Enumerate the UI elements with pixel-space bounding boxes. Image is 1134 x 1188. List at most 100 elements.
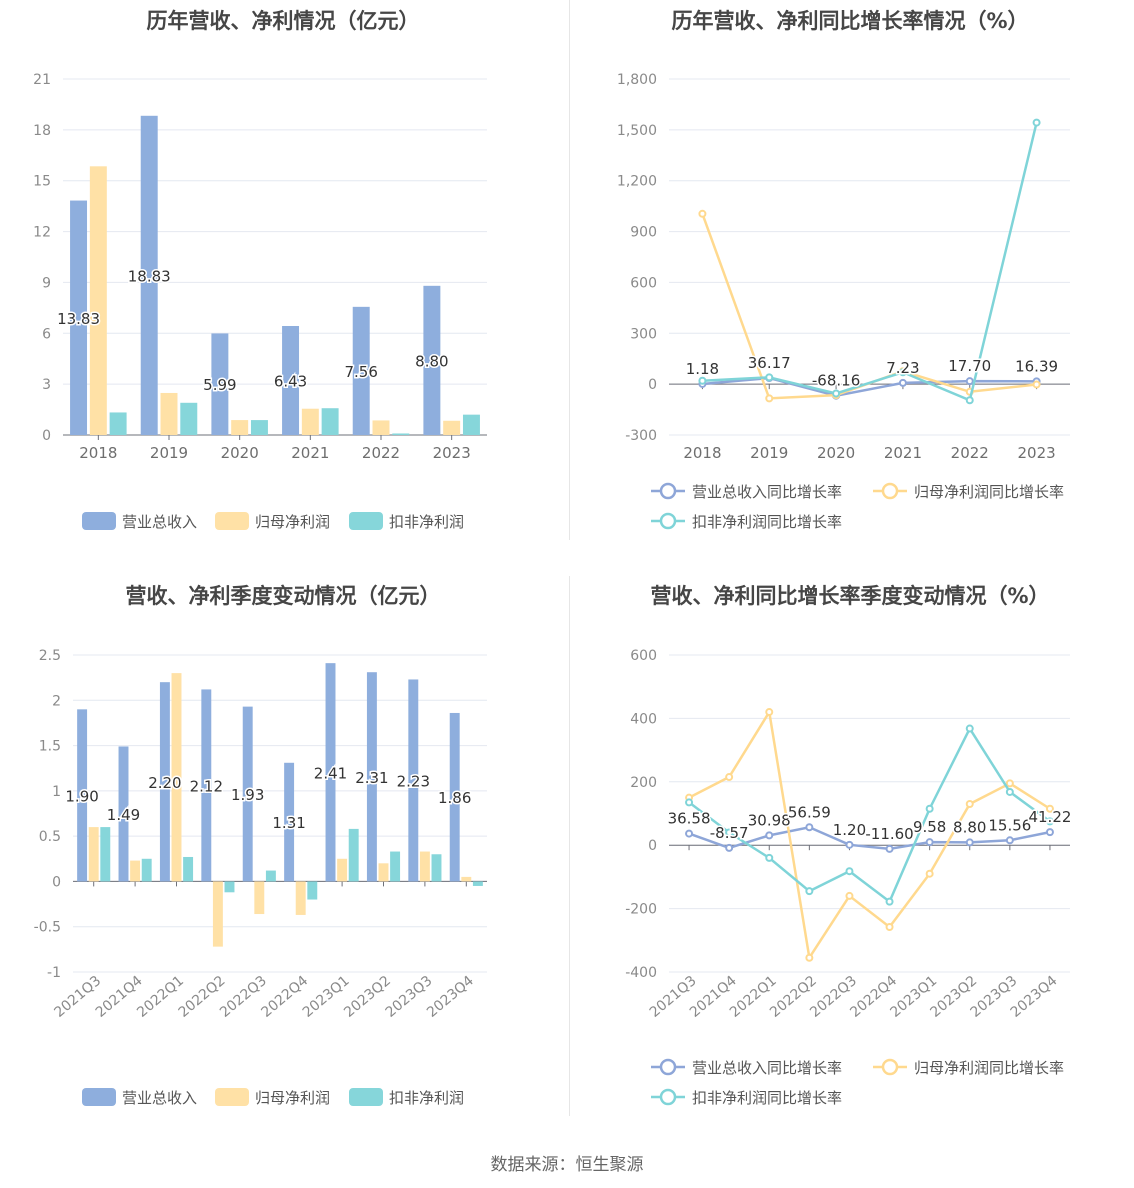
quarterly-revenue-profit-chart: 营收、净利季度变动情况（亿元）-1-0.500.511.522.52021Q32…: [34, 584, 487, 1107]
series-line-0: [702, 376, 1037, 397]
series-line-1: [688, 708, 1051, 962]
bar-0-4: [242, 706, 253, 882]
point-2-3: [805, 887, 814, 896]
bar-1-0: [88, 827, 99, 882]
x-tick-label: 2018: [683, 444, 721, 462]
point-0-0: [685, 829, 694, 838]
bar-2-2: [250, 420, 268, 435]
bar-0-8: [408, 679, 419, 882]
bar-1-6: [337, 858, 348, 882]
bar-0-3: [282, 325, 300, 435]
data-label: 2.12: [190, 777, 223, 795]
point-1-9: [1045, 804, 1054, 813]
bar-0-1: [140, 115, 158, 435]
chart-title: 营收、净利季度变动情况（亿元）: [126, 584, 441, 608]
y-tick-label: 600: [630, 275, 657, 291]
data-label: 9.58: [913, 818, 946, 836]
y-tick-label: -400: [625, 965, 657, 981]
point-0-8: [1005, 836, 1014, 845]
point-0-9: [1045, 828, 1054, 837]
legend-marker-2: [659, 512, 677, 530]
point-1-3: [805, 953, 814, 962]
chart-title: 营收、净利同比增长率季度变动情况（%）: [650, 584, 1049, 608]
y-tick-label: 900: [630, 225, 657, 241]
bar-2-1: [141, 858, 152, 882]
bar-2-6: [348, 828, 359, 882]
bar-1-0: [89, 166, 107, 436]
y-tick-label: 21: [33, 72, 51, 88]
legend-marker-0: [659, 1058, 677, 1076]
legend-marker-2: [659, 1088, 677, 1106]
bar-1-8: [419, 851, 430, 882]
point-1-5: [1032, 380, 1041, 389]
x-tick-label: 2020: [817, 444, 855, 462]
point-2-3: [898, 368, 907, 377]
bar-0-0: [77, 709, 88, 882]
annual-revenue-profit-panel: 历年营收、净利情况（亿元） 0 3 6 9 12 15 18 21 2018 2019 2020 202…: [0, 0, 567, 576]
point-1-0: [698, 209, 707, 218]
point-2-7: [965, 724, 974, 733]
bar-0-2: [159, 682, 170, 882]
bar-1-5: [295, 881, 306, 915]
chart-title: 历年营收、净利同比增长率情况（%）: [671, 9, 1028, 33]
data-label: 2.41: [314, 764, 347, 782]
data-label: 6.43: [274, 372, 307, 390]
bar-0-5: [284, 762, 295, 882]
bar-1-2: [231, 420, 249, 435]
bar-1-2: [171, 673, 182, 882]
point-0-4: [965, 377, 974, 386]
data-label: 41.22: [1028, 808, 1071, 826]
legend-label-0: 营业总收入: [122, 513, 197, 531]
data-label: 13.83: [57, 310, 100, 328]
point-2-0: [698, 376, 707, 385]
y-tick-label: 200: [630, 775, 657, 791]
bar-2-3: [224, 881, 235, 893]
bar-1-5: [443, 420, 461, 435]
point-1-6: [925, 869, 934, 878]
data-label: 1.18: [686, 360, 719, 378]
data-label: 1.90: [65, 787, 98, 805]
bar-1-9: [461, 876, 472, 882]
point-2-1: [765, 373, 774, 382]
bar-0-7: [366, 672, 377, 882]
x-tick-label: 2023: [433, 444, 471, 462]
bar-1-7: [378, 863, 389, 882]
y-tick-label: -200: [625, 902, 657, 918]
data-label: 2.20: [148, 774, 181, 792]
data-label: 1.20: [833, 821, 866, 839]
point-1-1: [725, 773, 734, 782]
point-2-6: [925, 804, 934, 813]
x-tick-label: 2019: [150, 444, 188, 462]
bar-2-8: [431, 854, 442, 882]
quarterly-growth-rate-panel: 营收、净利同比增长率季度变动情况（%） -400 -200 0 200 400 600 202…: [567, 576, 1134, 1152]
bar-1-4: [254, 881, 265, 915]
y-tick-label: 1,200: [617, 174, 657, 190]
x-tick-label: 2021: [291, 444, 329, 462]
legend-marker-1: [881, 1058, 899, 1076]
point-2-9: [1045, 817, 1054, 826]
legend-label-1: 归母净利润: [255, 513, 330, 531]
legend-swatch-2: [349, 1088, 383, 1106]
legend-label-0: 营业总收入: [122, 1089, 197, 1107]
bar-0-4: [352, 306, 370, 435]
point-1-8: [1005, 779, 1014, 788]
bar-2-4: [265, 870, 276, 882]
bar-1-3: [212, 881, 223, 947]
x-tick-label: 2019: [750, 444, 788, 462]
y-tick-label: 12: [33, 225, 51, 241]
bar-1-4: [372, 420, 390, 435]
bar-0-9: [449, 712, 460, 882]
bar-2-4: [392, 433, 410, 435]
legend-swatch-1: [215, 1088, 249, 1106]
quarterly-revenue-profit-panel: 营收、净利季度变动情况（亿元） -1 -0.5 0 0.5 1 1.5 2 2.5 2021Q3 2…: [0, 576, 567, 1152]
data-label: 36.17: [748, 354, 791, 372]
data-label: 2.31: [355, 769, 388, 787]
legend-marker-1: [881, 482, 899, 500]
bar-2-3: [321, 408, 339, 435]
series-line-2: [702, 122, 1038, 402]
y-tick-label: -1: [47, 965, 61, 981]
point-1-5: [885, 922, 894, 931]
bar-2-9: [472, 881, 483, 886]
x-tick-label: 2023Q4: [424, 973, 477, 1021]
legend-label-2: 扣非净利润同比增长率: [692, 1089, 842, 1107]
